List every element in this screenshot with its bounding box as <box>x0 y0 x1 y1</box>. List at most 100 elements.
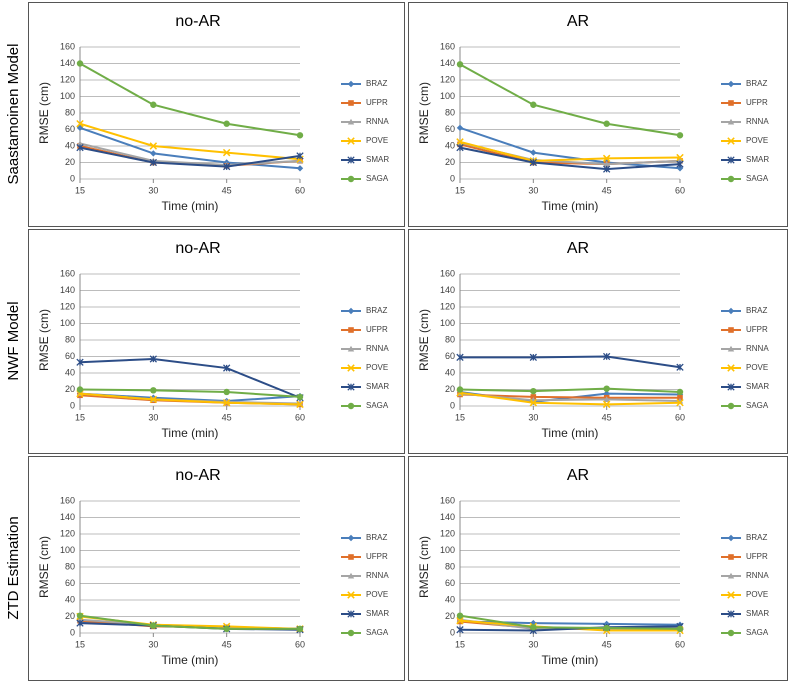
marker <box>347 156 355 164</box>
legend-label: UFPR <box>366 552 388 561</box>
series-line <box>79 142 301 166</box>
legend-label: RNNA <box>746 344 769 353</box>
marker <box>727 156 735 164</box>
y-tick-label: 160 <box>440 268 455 278</box>
marker <box>223 625 230 633</box>
y-axis-title: RMSE (cm) <box>37 536 51 598</box>
marker <box>347 80 355 88</box>
row-label: Saastamoinen Model <box>5 44 22 185</box>
marker <box>603 352 611 361</box>
legend-label: BRAZ <box>746 79 767 88</box>
series-line <box>79 126 301 170</box>
y-tick-label: 160 <box>60 268 75 278</box>
panel-border <box>28 229 405 454</box>
marker <box>603 120 610 127</box>
marker <box>296 393 304 401</box>
legend-label: SAGA <box>366 628 389 637</box>
legend-label: RNNA <box>746 571 769 580</box>
marker <box>603 385 610 392</box>
marker <box>676 625 684 633</box>
legend-label: SAGA <box>746 628 769 637</box>
y-tick-label: 100 <box>60 318 75 328</box>
chart-title: no-AR <box>175 467 220 484</box>
marker <box>676 153 684 162</box>
y-tick-label: 60 <box>65 124 75 134</box>
marker <box>296 165 304 172</box>
marker <box>603 620 610 628</box>
marker <box>603 396 610 402</box>
marker <box>676 398 684 407</box>
legend-label: UFPR <box>366 325 388 334</box>
marker <box>456 143 464 152</box>
marker <box>530 149 537 156</box>
marker <box>728 327 734 333</box>
marker <box>602 400 611 409</box>
marker <box>76 358 84 366</box>
marker <box>149 395 158 404</box>
marker <box>150 150 157 157</box>
legend-label: UFPR <box>746 325 768 334</box>
marker <box>456 61 464 68</box>
chart-title: no-AR <box>175 13 220 30</box>
marker <box>529 158 537 167</box>
marker <box>76 140 84 147</box>
x-tick-label: 45 <box>222 639 232 649</box>
marker <box>347 175 355 183</box>
marker <box>456 386 464 393</box>
x-tick-label: 45 <box>602 412 612 422</box>
legend-label: UFPR <box>746 98 768 107</box>
marker <box>676 165 684 172</box>
marker <box>347 364 355 372</box>
y-tick-label: 0 <box>450 400 455 410</box>
x-tick-label: 45 <box>222 185 232 195</box>
y-tick-label: 120 <box>60 528 75 538</box>
y-tick-label: 140 <box>440 512 455 522</box>
x-axis-title: Time (min) <box>162 653 219 667</box>
marker <box>602 154 611 163</box>
legend-label: POVE <box>366 136 388 145</box>
y-tick-label: 120 <box>440 301 455 311</box>
x-axis-title: Time (min) <box>542 426 599 440</box>
x-tick-label: 30 <box>528 639 538 649</box>
marker <box>530 394 537 400</box>
y-tick-label: 140 <box>60 58 75 68</box>
y-tick-label: 0 <box>70 400 75 410</box>
y-tick-label: 40 <box>65 594 75 604</box>
marker <box>296 152 304 160</box>
y-tick-label: 20 <box>65 157 75 167</box>
legend-label: SAGA <box>366 401 389 410</box>
marker <box>76 386 84 393</box>
y-tick-label: 100 <box>60 91 75 101</box>
x-axis-title: Time (min) <box>542 199 599 213</box>
marker <box>150 622 157 629</box>
marker <box>727 572 735 579</box>
marker <box>456 124 464 132</box>
marker <box>456 616 464 625</box>
marker <box>529 398 538 407</box>
marker <box>530 101 537 108</box>
series-line <box>459 614 681 630</box>
y-tick-label: 100 <box>440 318 455 328</box>
y-tick-label: 60 <box>445 351 455 361</box>
marker <box>347 118 355 125</box>
marker <box>347 610 355 618</box>
marker <box>728 554 734 560</box>
x-tick-label: 15 <box>455 639 465 649</box>
series-line <box>79 392 301 406</box>
marker <box>456 626 464 634</box>
legend-label: SAGA <box>746 174 769 183</box>
marker <box>223 120 230 127</box>
legend-label: SMAR <box>746 155 769 164</box>
marker <box>222 148 231 157</box>
marker <box>603 624 610 632</box>
marker <box>347 345 355 352</box>
series-line <box>460 355 681 369</box>
y-tick-label: 0 <box>450 173 455 183</box>
y-axis-title: RMSE (cm) <box>37 82 51 144</box>
series-line <box>79 357 301 399</box>
x-tick-label: 60 <box>675 185 685 195</box>
marker <box>296 157 304 164</box>
legend-label: RNNA <box>366 117 389 126</box>
row-label: ZTD Estimation <box>5 516 22 619</box>
y-tick-label: 80 <box>445 107 455 117</box>
